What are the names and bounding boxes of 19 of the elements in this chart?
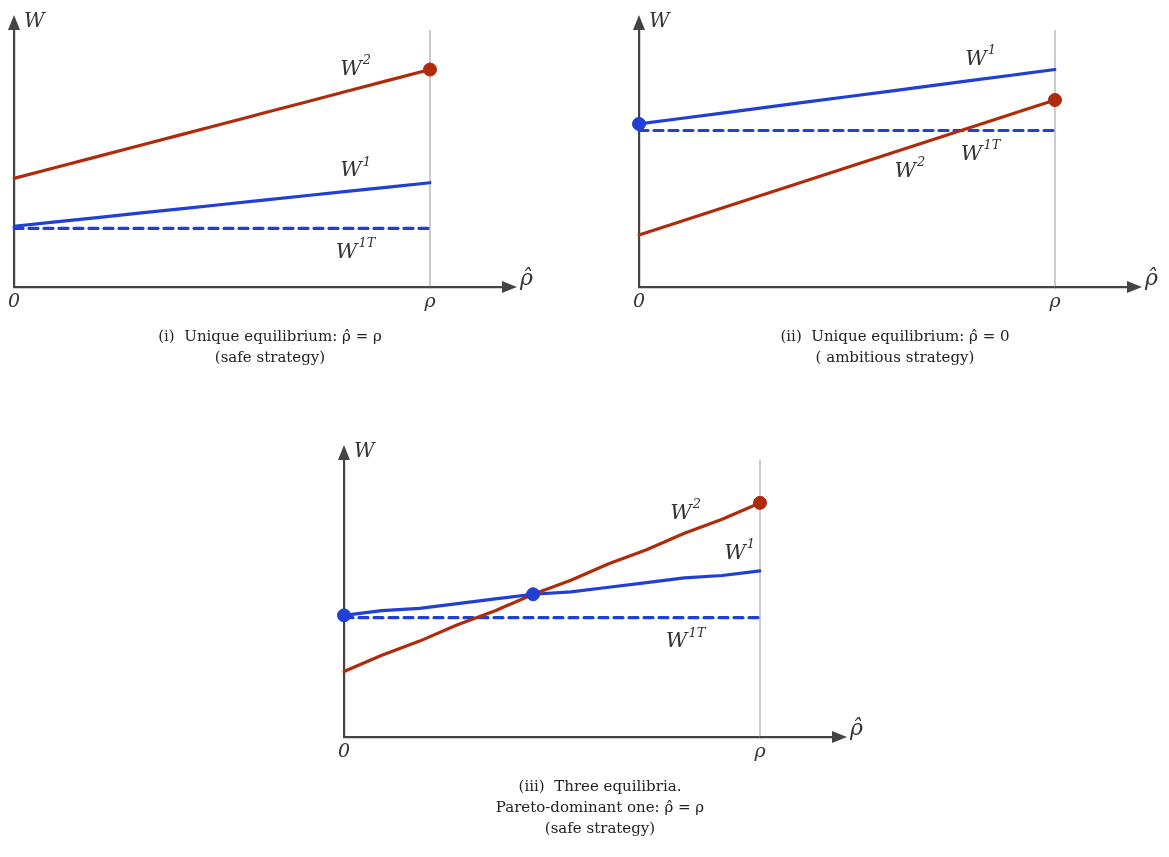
x-axis-title: ρ̂: [519, 264, 533, 290]
x-tick-label: 0: [7, 288, 21, 311]
x-tick-label: ρ: [753, 738, 767, 761]
text: (safe strategy): [213, 347, 327, 368]
text: (safe strategy): [543, 818, 657, 839]
x-tick-label: 0: [337, 738, 351, 761]
text: Pareto-dominant one: ρ̂ = ρ: [494, 797, 706, 818]
y-axis-title: W: [354, 438, 376, 463]
x-axis-title: ρ̂: [1144, 264, 1158, 290]
y-axis-title: W: [24, 8, 46, 33]
x-tick-label: ρ: [423, 288, 437, 311]
x-axis-title: ρ̂: [849, 714, 863, 740]
text: (iii) Three equilibria.: [517, 776, 683, 797]
x-tick-label: 0: [632, 288, 646, 311]
y-axis-title: W: [649, 8, 671, 33]
text: ( ambitious strategy): [814, 347, 976, 368]
x-tick-label: ρ: [1048, 288, 1062, 311]
text: (ii) Unique equilibrium: ρ̂ = 0: [779, 326, 1011, 347]
text: (i) Unique equilibrium: ρ̂ = ρ: [157, 326, 383, 347]
